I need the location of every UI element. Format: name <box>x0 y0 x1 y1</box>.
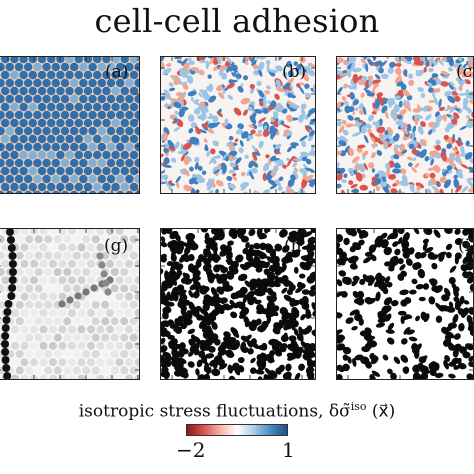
colorbar-label-sup: iso <box>350 400 367 413</box>
colorbar-min-label: −2 <box>176 438 206 462</box>
colorbar-label-arg: (x⃗) <box>371 401 396 422</box>
panel-label-b: (b) <box>282 62 307 82</box>
panel-label-a: (a) <box>105 62 129 82</box>
colorbar-max-label: 1 <box>282 438 295 462</box>
figure-title: cell-cell adhesion <box>94 2 380 40</box>
panel-i-cluster-map <box>336 228 474 380</box>
panel-g-cluster-map <box>0 228 140 380</box>
panel-a-hex-lattice <box>0 56 140 194</box>
colorbar <box>186 424 288 436</box>
panel-c-stress-map <box>336 56 474 194</box>
panel-label-g: (g) <box>104 236 129 256</box>
panel-label-h: (h <box>284 236 302 256</box>
panel-label-c: (c <box>456 62 473 82</box>
colorbar-label: isotropic stress fluctuations, δσ̃iso (x… <box>0 400 474 422</box>
panel-b-stress-map <box>160 56 316 194</box>
colorbar-label-text: isotropic stress fluctuations, δσ̃ <box>78 401 351 422</box>
panel-label-i: (i <box>458 236 471 256</box>
panel-h-cluster-map <box>160 228 316 380</box>
